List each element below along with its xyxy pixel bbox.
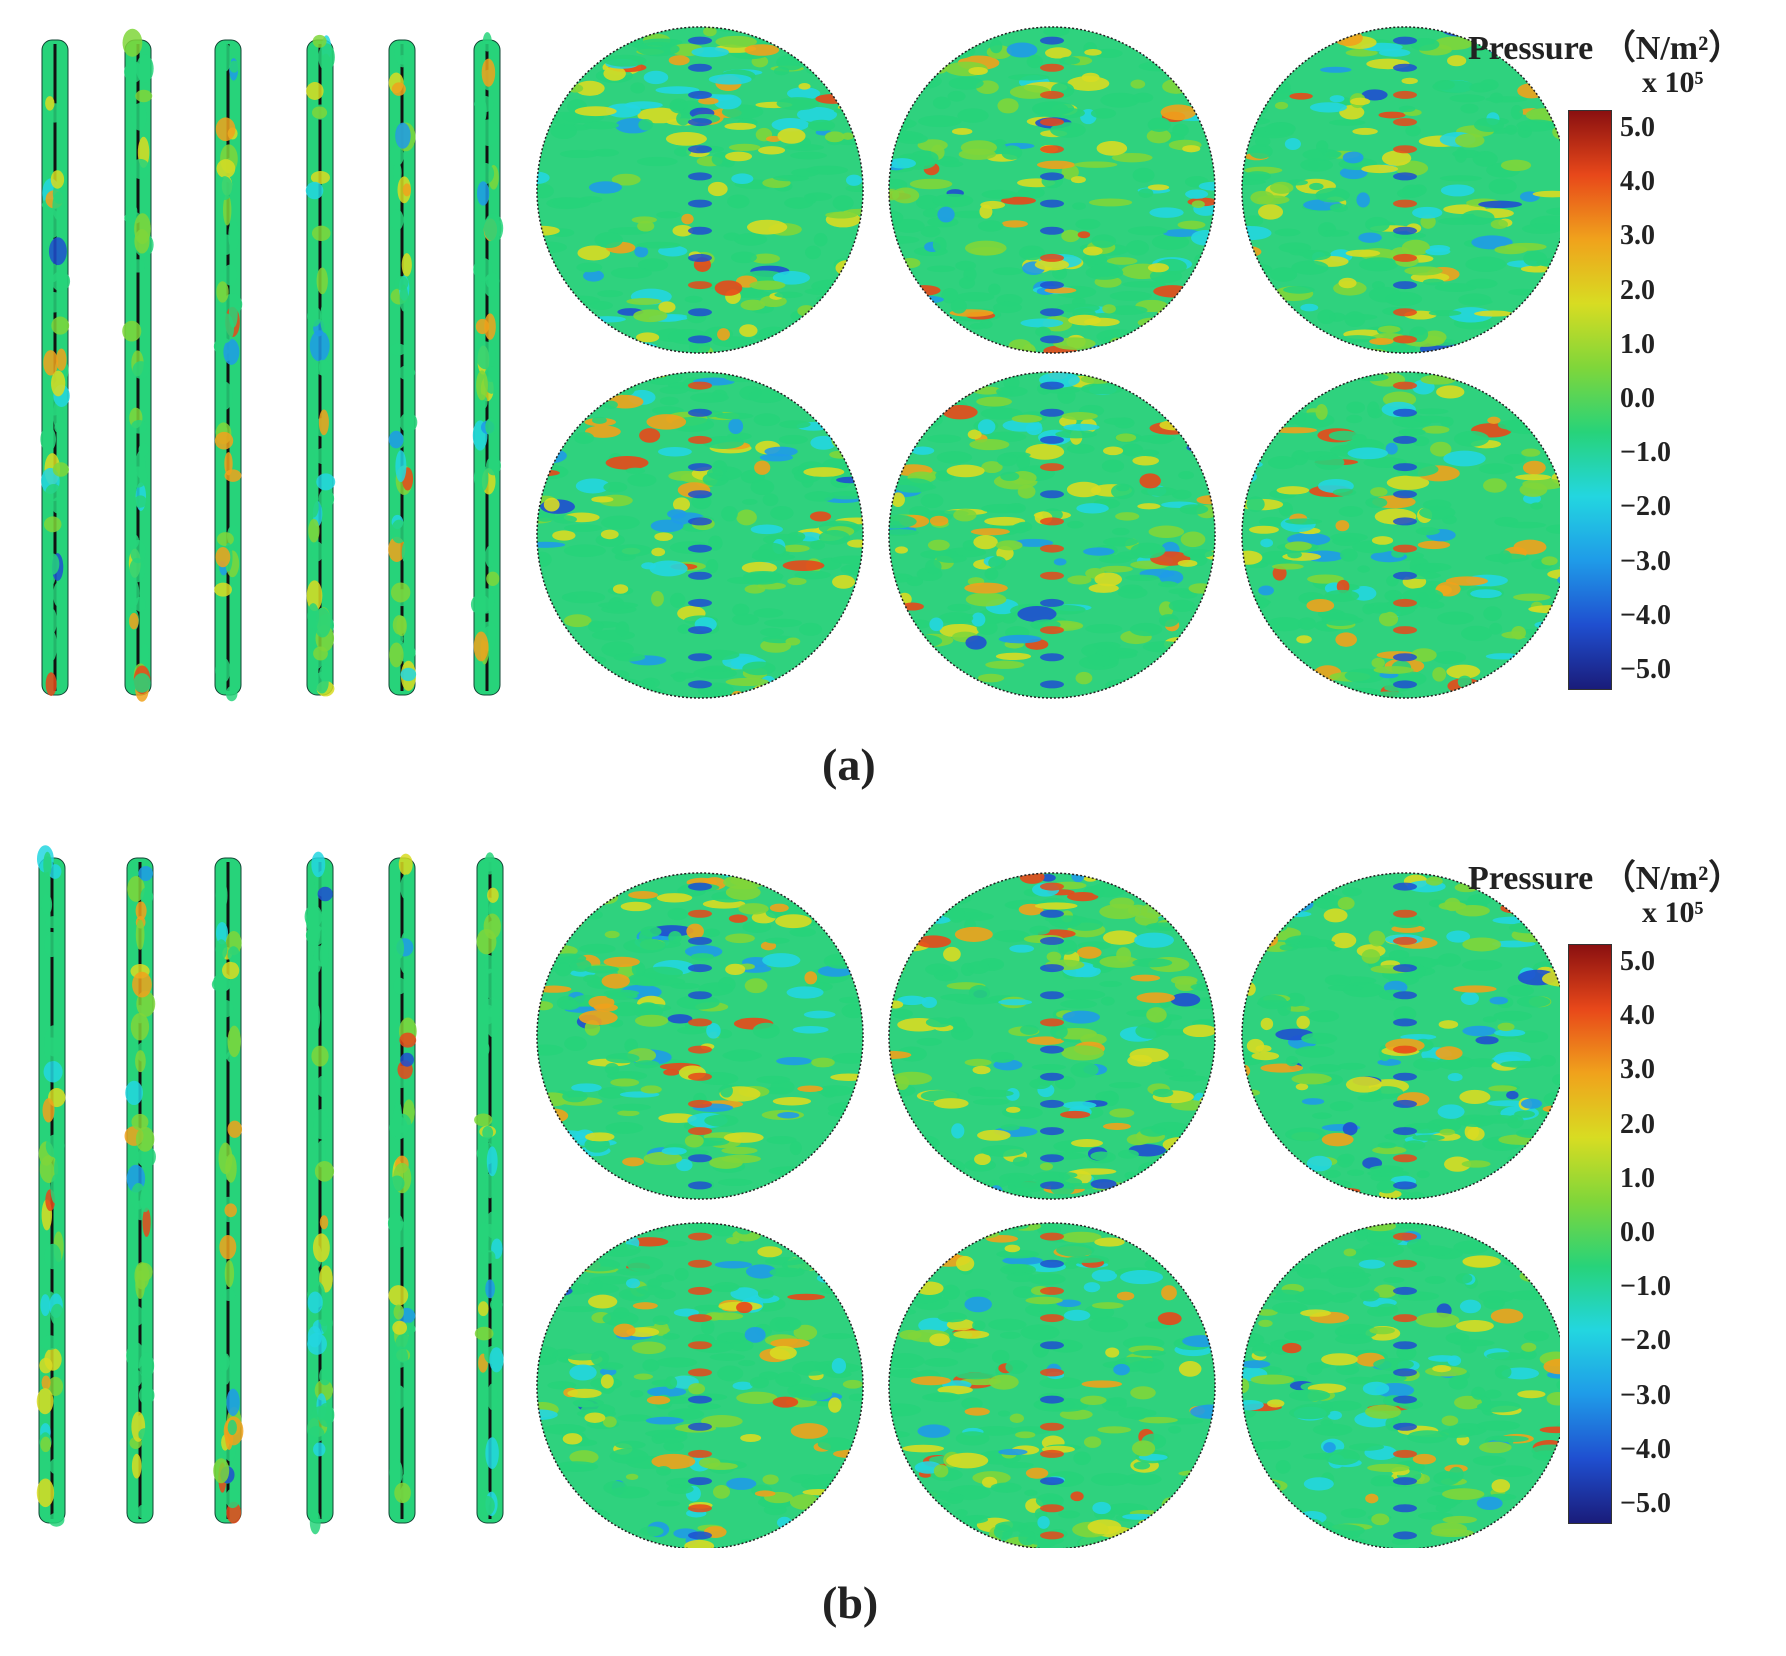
colorbar-title: Pressure （N/m²） bbox=[1468, 20, 1742, 69]
colorbar-tick: −3.0 bbox=[1620, 1380, 1671, 1412]
pressure-disc-grid bbox=[0, 828, 1560, 1548]
pressure-disc bbox=[1226, 872, 1560, 1205]
colorbar-exponent: x 10⁵ bbox=[1642, 896, 1704, 930]
pressure-disc bbox=[518, 24, 879, 357]
colorbar-tick: 5.0 bbox=[1620, 112, 1655, 144]
pressure-disc bbox=[870, 22, 1231, 359]
colorbar-tick: −5.0 bbox=[1620, 1488, 1671, 1520]
colorbar-exponent: x 10⁵ bbox=[1642, 66, 1704, 100]
colorbar bbox=[1568, 110, 1612, 690]
colorbar-tick: 0.0 bbox=[1620, 383, 1655, 415]
colorbar-tick: −4.0 bbox=[1620, 1434, 1671, 1466]
colorbar-title: Pressure （N/m²） bbox=[1468, 850, 1742, 899]
panel-b: Pressure （N/m²） x 10⁵ 5.0 4.0 3.0 2.0 1.… bbox=[0, 828, 1786, 1656]
pressure-disc bbox=[520, 1218, 881, 1548]
panel-label: (a) bbox=[822, 738, 876, 791]
colorbar-tick: 3.0 bbox=[1620, 1054, 1655, 1086]
colorbar-tick: −3.0 bbox=[1620, 546, 1671, 578]
colorbar-tick: 2.0 bbox=[1620, 1109, 1655, 1141]
colorbar-tick: −4.0 bbox=[1620, 600, 1671, 632]
colorbar-tick: 3.0 bbox=[1620, 220, 1655, 252]
colorbar-tick: −1.0 bbox=[1620, 1271, 1671, 1303]
pressure-disc bbox=[520, 870, 880, 1203]
colorbar-tick: 2.0 bbox=[1620, 275, 1655, 307]
pressure-disc bbox=[1228, 1219, 1560, 1548]
pressure-disc bbox=[516, 366, 879, 701]
colorbar bbox=[1568, 944, 1612, 1524]
panel-label: (b) bbox=[822, 1576, 878, 1629]
colorbar-tick: 4.0 bbox=[1620, 1000, 1655, 1032]
colorbar-tick: −2.0 bbox=[1620, 491, 1671, 523]
colorbar-tick: −1.0 bbox=[1620, 437, 1671, 469]
panel-a: Pressure （N/m²） x 10⁵ 5.0 4.0 3.0 2.0 1.… bbox=[0, 0, 1786, 828]
pressure-disc bbox=[873, 1217, 1232, 1548]
colorbar-tick: 4.0 bbox=[1620, 166, 1655, 198]
pressure-disc bbox=[1225, 367, 1560, 703]
pressure-disc-grid bbox=[0, 0, 1560, 720]
pressure-disc bbox=[1225, 22, 1560, 359]
colorbar-tick: 0.0 bbox=[1620, 1217, 1655, 1249]
colorbar-tick: −5.0 bbox=[1620, 654, 1671, 686]
colorbar-tick: −2.0 bbox=[1620, 1325, 1671, 1357]
pressure-disc bbox=[873, 869, 1234, 1202]
colorbar-tick: 5.0 bbox=[1620, 946, 1655, 978]
pressure-disc bbox=[874, 366, 1230, 701]
colorbar-tick: 1.0 bbox=[1620, 1163, 1655, 1195]
colorbar-tick: 1.0 bbox=[1620, 329, 1655, 361]
